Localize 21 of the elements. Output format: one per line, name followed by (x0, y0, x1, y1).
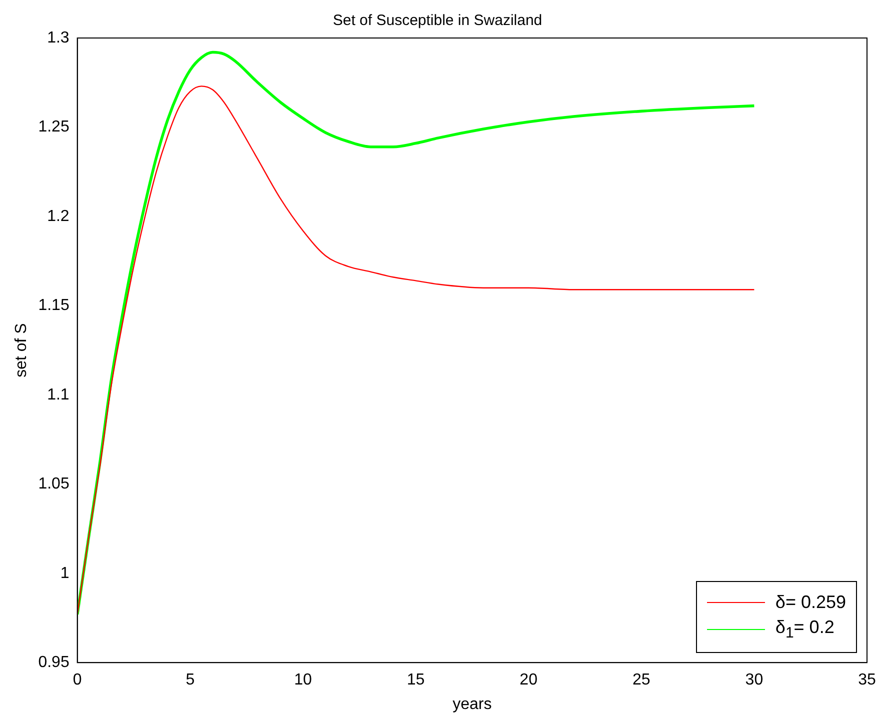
x-tick-label: 35 (858, 672, 876, 689)
y-axis-title: set of S (13, 323, 30, 378)
x-tick-label: 0 (72, 672, 82, 689)
y-tick-label: 1 (60, 564, 70, 582)
y-tick-label: 0.95 (38, 654, 70, 672)
x-tick-label: 5 (186, 672, 195, 689)
y-tick-label: 1.25 (38, 118, 70, 136)
chart-title: Set of Susceptible in Swaziland (332, 12, 542, 30)
y-tick-label: 1.3 (47, 29, 70, 46)
y-tick-label: 1.05 (38, 476, 70, 493)
legend-label: δ= 0.259 (775, 592, 846, 613)
x-tick-label: 30 (745, 672, 764, 689)
y-tick-label: 1.1 (47, 386, 70, 404)
x-tick-label: 25 (632, 672, 650, 689)
x-axis-title: years (452, 696, 492, 713)
x-tick-label: 20 (520, 672, 538, 689)
x-tick-label: 10 (294, 672, 312, 689)
y-tick-label: 1.2 (47, 208, 70, 225)
y-tick-label: 1.15 (38, 297, 70, 314)
legend-label: δ$_{1}$= 0.2 (775, 617, 834, 642)
x-tick-label: 15 (406, 672, 425, 689)
